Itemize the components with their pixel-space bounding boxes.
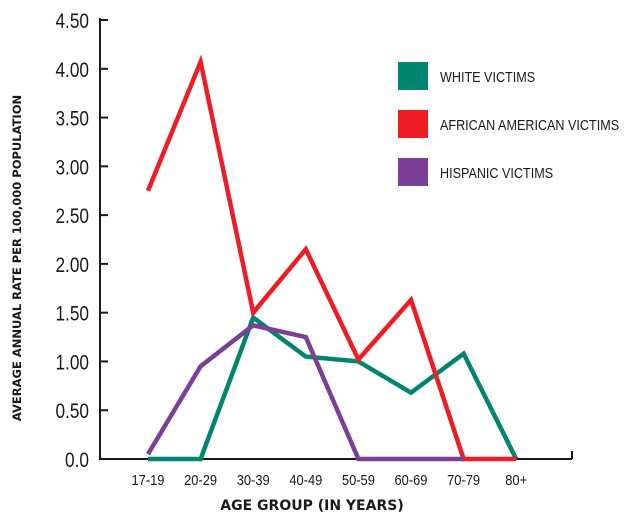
legend-label: WHITE VICTIMS <box>440 68 535 85</box>
y-tick-label: 2.50 <box>55 206 89 229</box>
y-tick-label: 0.50 <box>55 401 89 424</box>
series-line-3 <box>146 322 464 462</box>
x-tick-label: 17-19 <box>132 471 165 488</box>
legend-swatch <box>398 158 428 186</box>
y-tick-label: 1.50 <box>55 303 89 326</box>
legend-label: HISPANIC VICTIMS <box>440 164 553 181</box>
y-tick-label: 3.00 <box>55 157 89 180</box>
y-tick-label: 1.00 <box>55 352 89 375</box>
x-tick-label: 80+ <box>505 471 527 488</box>
y-tick-label: 0.0 <box>65 450 89 473</box>
series-lines <box>145 54 519 462</box>
y-tick-label: 3.50 <box>55 108 89 131</box>
y-tick-label: 4.50 <box>55 11 89 34</box>
x-tick-label: 60-69 <box>395 471 428 488</box>
y-tick-label: 4.00 <box>55 59 89 82</box>
x-tick-label: 20-29 <box>184 471 217 488</box>
x-tick-label: 40-49 <box>289 471 322 488</box>
legend-label: AFRICAN AMERICAN VICTIMS <box>440 116 619 133</box>
legend: WHITE VICTIMS AFRICAN AMERICAN VICTIMS HIS… <box>398 62 619 186</box>
x-axis-title: AGE GROUP (IN YEARS) <box>220 498 403 514</box>
y-ticks: 0.0 0.50 1.00 1.50 2.00 2.50 3.00 3.50 4.00 4.50 <box>55 11 108 473</box>
series-line-2 <box>145 54 517 462</box>
y-tick-label: 2.00 <box>55 254 89 277</box>
x-tick-label: 70-79 <box>447 471 480 488</box>
y-axis-title: AVERAGE ANNUAL RATE PER 100,000 POPULATI… <box>10 95 24 421</box>
legend-swatch <box>398 62 428 90</box>
x-tick-label: 50-59 <box>342 471 375 488</box>
x-ticks: 17-19 20-29 30-39 40-49 50-59 60-69 70-79 80+ <box>132 471 528 488</box>
x-tick-label: 30-39 <box>237 471 270 488</box>
legend-swatch <box>398 110 428 138</box>
series-line-1 <box>148 313 519 462</box>
